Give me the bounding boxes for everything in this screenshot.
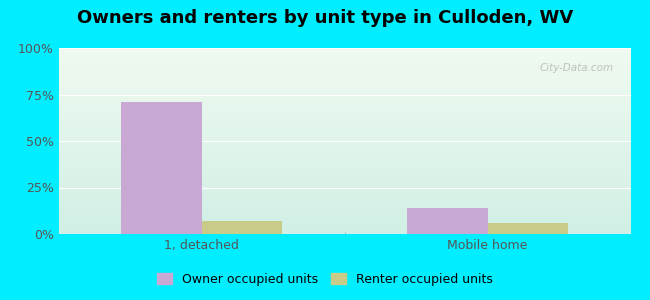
Bar: [408, 208, 488, 234]
Bar: [122, 102, 202, 234]
Legend: Owner occupied units, Renter occupied units: Owner occupied units, Renter occupied un…: [152, 268, 498, 291]
Text: City-Data.com: City-Data.com: [540, 63, 614, 73]
Bar: [488, 223, 567, 234]
Bar: [202, 221, 281, 234]
Text: Owners and renters by unit type in Culloden, WV: Owners and renters by unit type in Cullo…: [77, 9, 573, 27]
